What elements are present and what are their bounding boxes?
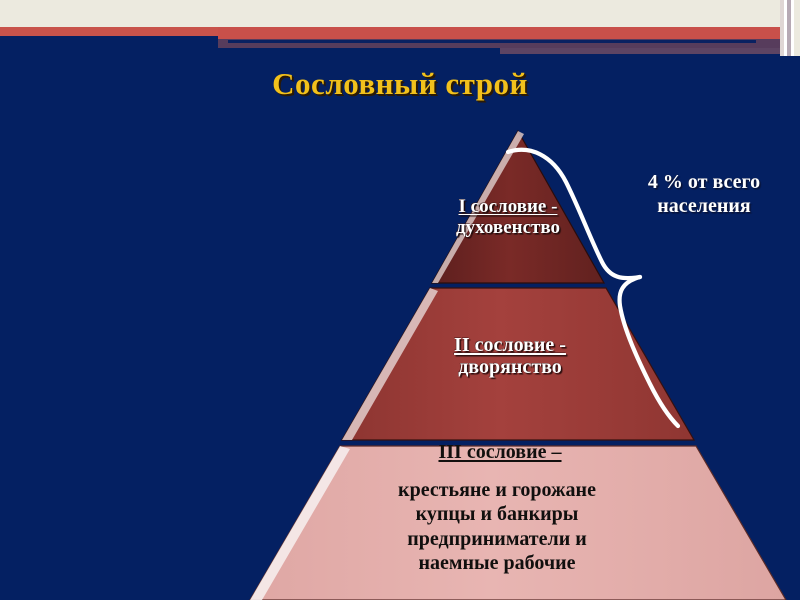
header-navy-rule	[228, 40, 756, 43]
header-stripe-5	[794, 0, 800, 56]
pyramid-tier-3-body: крестьяне и горожане купцы и банкиры пре…	[262, 478, 732, 576]
header-stripe-4	[791, 0, 794, 56]
tier-3-body-line: предприниматели и	[407, 527, 587, 550]
header-cream-band	[0, 0, 800, 27]
pyramid-tier-1-shape	[430, 129, 606, 284]
population-callout: 4 % от всего населения	[608, 170, 800, 219]
page-title: Сословный строй	[272, 66, 528, 101]
tier-2-heading: II сословие -	[454, 334, 566, 356]
header-purple-band	[218, 39, 800, 48]
callout-line-1: 4 % от всего	[647, 171, 761, 193]
tier-3-body-line: наемные рабочие	[418, 552, 576, 575]
tier-3-body-line: купцы и банкиры	[415, 503, 579, 526]
header-stripe-1	[780, 0, 784, 56]
tier-3-heading: III сословие –	[438, 441, 562, 463]
pyramid-tier-1-label: I сословие - духовенство	[398, 196, 618, 239]
header-purple-band-lower	[500, 48, 800, 54]
pyramid-tier-3-shape	[249, 445, 787, 600]
tier-3-body-line: крестьяне и горожане	[398, 479, 596, 501]
callout-line-2: населения	[657, 195, 751, 218]
header-red-band-right	[218, 27, 800, 39]
header-stripe-2	[784, 0, 787, 56]
header-navy-block-mid	[0, 48, 500, 62]
tier-2-body: дворянство	[458, 356, 562, 379]
tier-1-body: духовенство	[456, 217, 560, 239]
header-stripe-3	[787, 0, 791, 56]
pyramid-tier-2-label: II сословие - дворянство	[395, 334, 625, 379]
pyramid-tier-2-shape	[340, 287, 696, 441]
brace-icon	[505, 147, 681, 429]
tier-1-heading: I сословие -	[458, 196, 558, 217]
pyramid-tier-3-heading-wrap: III сословие –	[310, 441, 690, 464]
